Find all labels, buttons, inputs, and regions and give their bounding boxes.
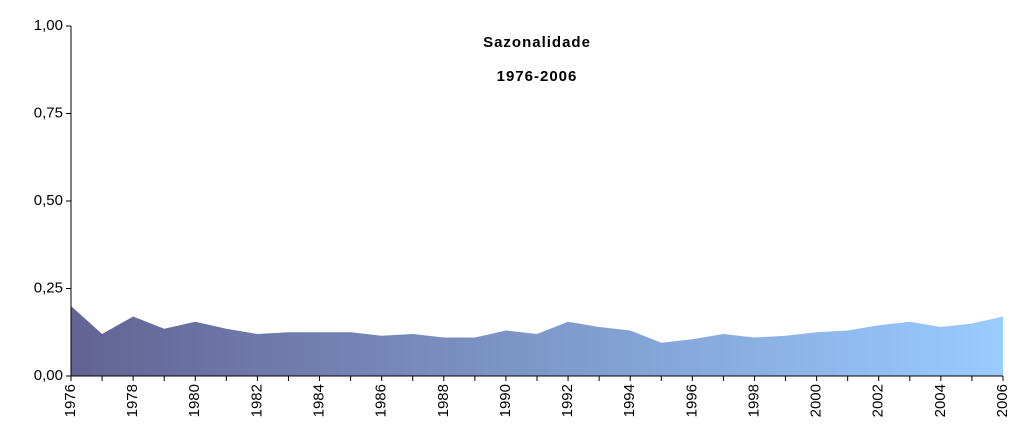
- x-tick-label: 1988: [435, 384, 452, 417]
- x-tick-label: 1984: [311, 384, 328, 417]
- x-tick-label: 1990: [497, 384, 514, 417]
- x-tick-label: 2000: [808, 384, 825, 417]
- y-tick-label: 0,25: [34, 279, 63, 296]
- x-tick-label: 1978: [124, 384, 141, 417]
- x-tick-label: 1986: [373, 384, 390, 417]
- x-tick-label: 2002: [870, 384, 887, 417]
- y-tick-label: 0,75: [34, 104, 63, 121]
- y-tick-label: 0,50: [34, 192, 63, 209]
- x-tick-label: 1996: [683, 384, 700, 417]
- x-tick-label: 1982: [248, 384, 265, 417]
- y-tick-label: 0,00: [34, 367, 63, 384]
- y-tick-label: 1,00: [34, 17, 63, 34]
- x-tick-label: 1980: [186, 384, 203, 417]
- x-tick-label: 1992: [559, 384, 576, 417]
- x-tick-label: 1994: [621, 384, 638, 417]
- chart-title: Sazonalidade: [483, 34, 591, 51]
- x-tick-label: 2004: [932, 384, 949, 417]
- x-tick-label: 1976: [62, 384, 79, 417]
- x-tick-label: 2006: [994, 384, 1010, 417]
- area: [71, 306, 1003, 376]
- x-tick-label: 1998: [745, 384, 762, 417]
- chart-subtitle: 1976-2006: [497, 68, 578, 85]
